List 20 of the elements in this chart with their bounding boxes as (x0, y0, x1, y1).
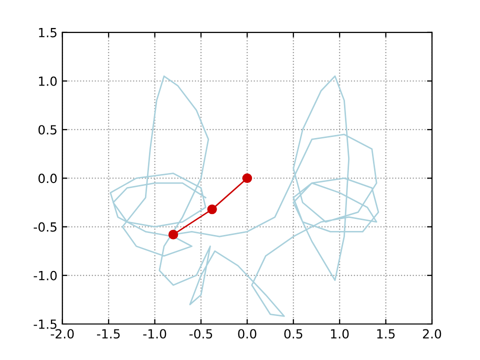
y-tick-label: 1.0 (39, 76, 57, 86)
y-tick-label: -0.5 (34, 222, 56, 232)
y-tick-label: -1.5 (34, 320, 56, 329)
x-tick-label: -1.5 (97, 329, 120, 339)
x-tick-label: 0.5 (284, 329, 302, 339)
point (207, 204, 217, 214)
point (168, 230, 178, 240)
point (242, 173, 252, 184)
line-series (110, 75, 380, 317)
x-tick-label: 1.5 (377, 329, 395, 339)
y-tick-label: 0.5 (38, 125, 56, 135)
x-tick-label: 1.0 (331, 329, 349, 339)
x-tick-label: -2.0 (50, 329, 74, 339)
y-tick-label: 0.0 (38, 174, 57, 184)
x-tick-label: 2.0 (422, 329, 442, 339)
y-tick-label: -1.0 (34, 270, 57, 280)
x-tick-label: -0.5 (189, 329, 212, 339)
x-tick-label: -1.0 (143, 329, 166, 339)
x-tick-label: 0.0 (238, 329, 256, 339)
y-tick-label: 1.5 (39, 28, 56, 38)
